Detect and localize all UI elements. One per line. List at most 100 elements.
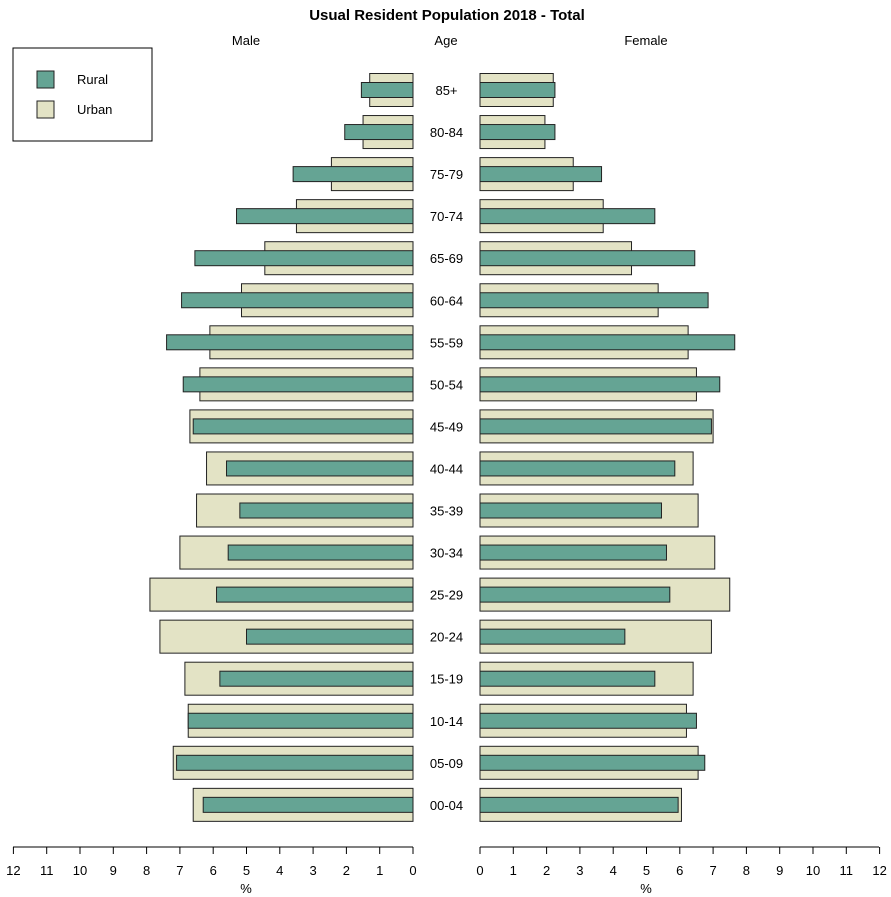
age-label-25-29: 25-29: [430, 588, 463, 603]
right-tick-label-1: 1: [510, 863, 517, 878]
right-tick-label-11: 11: [840, 863, 854, 878]
left-tick-label-10: 10: [73, 863, 87, 878]
rural-female-bar-50-54: [479, 376, 721, 393]
rural-female-bar-00-04: [479, 796, 679, 813]
age-label-70-74: 70-74: [430, 209, 463, 224]
rural-female-bar-15-19: [479, 670, 656, 687]
right-tick-label-8: 8: [743, 863, 750, 878]
age-label-10-14: 10-14: [430, 714, 463, 729]
rural-male-bar-00-04: [202, 796, 414, 813]
rural-male-bar-10-14: [187, 712, 414, 729]
legend: Rural Urban: [12, 47, 153, 142]
rural-male-bar-50-54: [182, 376, 414, 393]
rural-female-bar-60-64: [479, 292, 709, 309]
left-tick-label-5: 5: [243, 863, 250, 878]
right-tick-label-12: 12: [872, 863, 886, 878]
rural-female-bar-10-14: [479, 712, 697, 729]
right-tick-label-5: 5: [643, 863, 650, 878]
rural-male-bar-85: [360, 82, 414, 98]
age-label-45-49: 45-49: [430, 419, 463, 434]
age-label-30-34: 30-34: [430, 546, 463, 561]
right-tick-label-10: 10: [806, 863, 820, 878]
right-tick-label-9: 9: [776, 863, 783, 878]
left-tick-label-9: 9: [110, 863, 117, 878]
age-label-05-09: 05-09: [430, 756, 463, 771]
rural-male-bar-70-74: [236, 208, 414, 225]
right-tick-label-3: 3: [576, 863, 583, 878]
age-label-60-64: 60-64: [430, 293, 463, 308]
age-label-50-54: 50-54: [430, 377, 463, 392]
right-x-axis: 0 1 2 3 4 5 6 7 8 9 10 11 12 %: [476, 846, 887, 896]
left-tick-label-12: 12: [6, 863, 20, 878]
rural-male-bar-65-69: [194, 250, 414, 267]
rural-male-bar-30-34: [227, 544, 414, 561]
rural-bars: [166, 82, 736, 813]
rural-male-bar-15-19: [219, 670, 414, 687]
rural-female-bar-40-44: [479, 460, 676, 477]
rural-female-bar-20-24: [479, 628, 626, 645]
rural-female-bar-30-34: [479, 544, 667, 561]
age-labels: 85+ 80-84 75-79 70-74 65-69 60-64 55-59 50-54 45…: [430, 83, 463, 813]
rural-female-bar-35-39: [479, 502, 662, 519]
right-axis-label: %: [640, 881, 652, 896]
left-tick-label-8: 8: [143, 863, 150, 878]
left-tick-label-2: 2: [343, 863, 350, 878]
age-label-00-04: 00-04: [430, 798, 463, 813]
rural-female-bar-65-69: [479, 250, 696, 267]
legend-label-urban: Urban: [77, 102, 112, 117]
legend-swatch-urban: [36, 100, 55, 119]
age-label-40-44: 40-44: [430, 461, 463, 476]
right-axis-ticks: 0 1 2 3 4 5 6 7 8 9 10 11 12: [476, 847, 887, 878]
left-tick-label-7: 7: [176, 863, 183, 878]
rural-female-bar-80-84: [479, 124, 556, 141]
rural-male-bar-40-44: [226, 460, 414, 477]
left-tick-label-6: 6: [210, 863, 217, 878]
rural-female-bar-55-59: [479, 334, 736, 351]
rural-female-bar-25-29: [479, 586, 671, 603]
rural-female-bar-70-74: [479, 208, 656, 225]
rural-male-bar-20-24: [246, 628, 414, 645]
age-label-15-19: 15-19: [430, 672, 463, 687]
age-label-65-69: 65-69: [430, 251, 463, 266]
rural-male-bar-75-79: [292, 166, 414, 183]
rural-male-bar-45-49: [192, 418, 414, 435]
legend-swatch-rural: [36, 70, 55, 89]
age-label-35-39: 35-39: [430, 504, 463, 519]
rural-female-bar-75-79: [479, 166, 603, 183]
left-tick-label-1: 1: [376, 863, 383, 878]
rural-female-bar-45-49: [479, 418, 712, 435]
rural-male-bar-55-59: [166, 334, 414, 351]
urban-bars: [149, 73, 731, 822]
rural-male-bar-60-64: [181, 292, 414, 309]
right-tick-label-0: 0: [476, 863, 483, 878]
rural-male-bar-25-29: [216, 586, 414, 603]
age-label-55-59: 55-59: [430, 335, 463, 350]
legend-label-rural: Rural: [77, 72, 108, 87]
age-header: Age: [434, 33, 457, 48]
left-tick-label-0: 0: [409, 863, 416, 878]
legend-box: [12, 47, 153, 142]
left-axis-label: %: [240, 881, 252, 896]
chart-title: Usual Resident Population 2018 - Total: [309, 7, 585, 24]
left-tick-label-11: 11: [40, 863, 54, 878]
rural-female-bar-85: [479, 82, 556, 98]
rural-male-bar-80-84: [344, 124, 414, 141]
age-label-20-24: 20-24: [430, 630, 463, 645]
right-tick-label-4: 4: [610, 863, 617, 878]
right-tick-label-6: 6: [676, 863, 683, 878]
rural-female-bar-05-09: [479, 754, 706, 771]
male-header: Male: [232, 33, 260, 48]
right-tick-label-2: 2: [543, 863, 550, 878]
right-tick-label-7: 7: [709, 863, 716, 878]
age-label-85: 85+: [435, 83, 457, 98]
rural-male-bar-05-09: [176, 754, 414, 771]
age-label-80-84: 80-84: [430, 125, 463, 140]
left-tick-label-4: 4: [276, 863, 283, 878]
left-tick-label-3: 3: [309, 863, 316, 878]
age-label-75-79: 75-79: [430, 167, 463, 182]
female-header: Female: [624, 33, 667, 48]
rural-male-bar-35-39: [239, 502, 414, 519]
